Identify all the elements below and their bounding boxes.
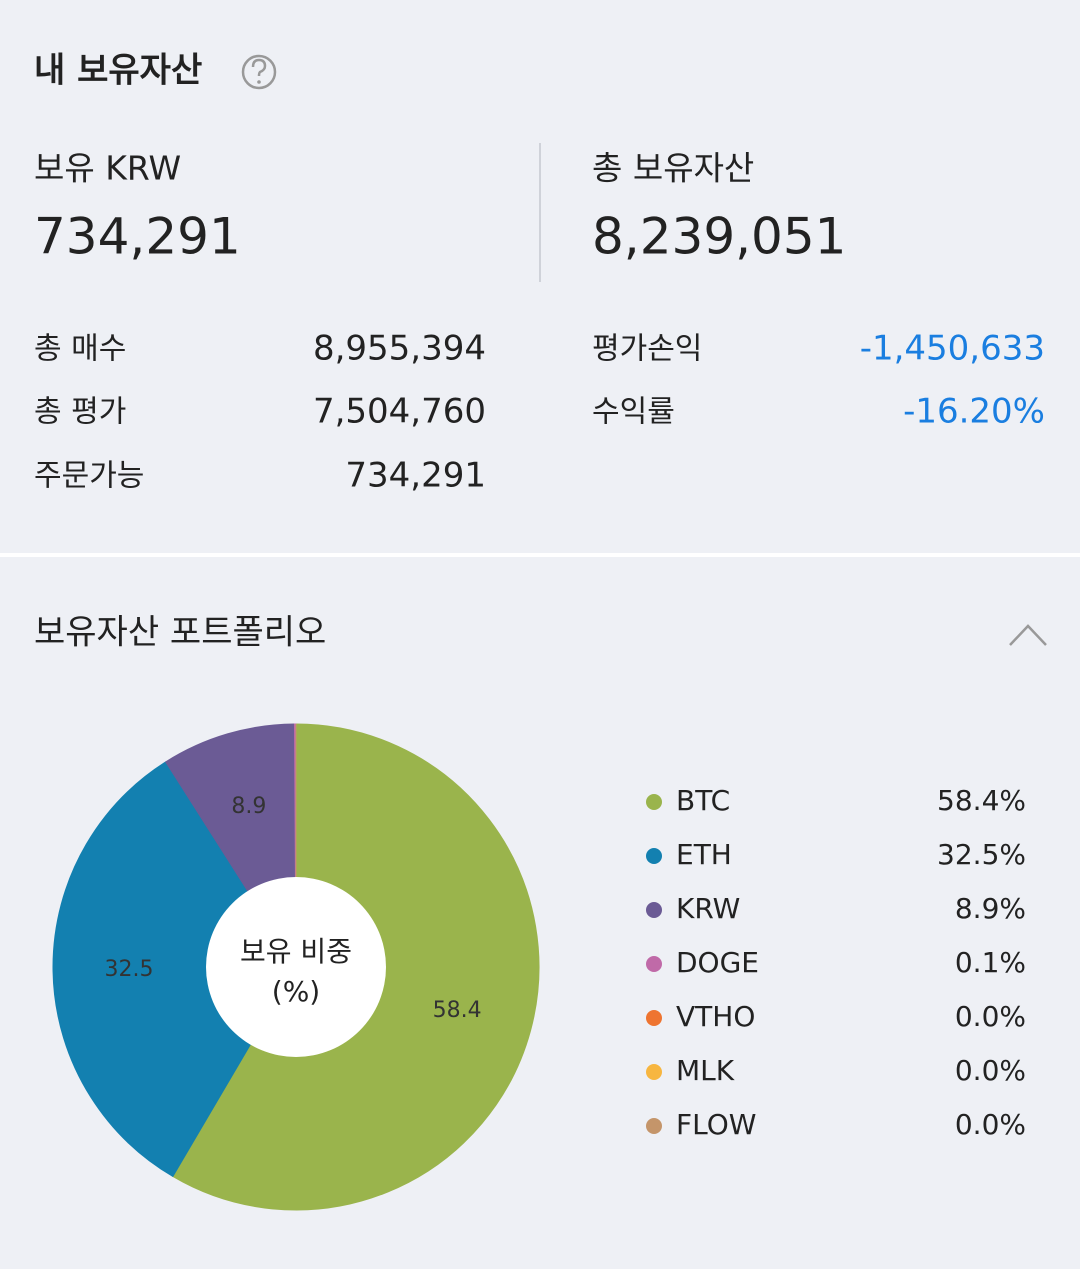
legend-name: VTHO (676, 1000, 755, 1033)
row-label: 수익률 (592, 395, 675, 430)
help-mark[interactable] (251, 58, 267, 77)
legend-value: 8.9% (955, 892, 1026, 925)
row-value: -16.20% (903, 392, 1045, 432)
legend-swatch (646, 902, 662, 918)
help-circle[interactable] (241, 54, 277, 90)
krw-value: 734,291 (34, 208, 241, 266)
slice-label: 8.9 (231, 794, 266, 819)
legend-swatch (646, 956, 662, 972)
center-label: 보유 비중 (240, 935, 352, 968)
legend-swatch (646, 1010, 662, 1026)
legend-name: DOGE (676, 946, 759, 979)
total-label: 총 보유자산 (592, 149, 754, 188)
legend-value: 0.0% (955, 1000, 1026, 1033)
legend-swatch (646, 848, 662, 864)
page-title: 내 보유자산 (34, 51, 202, 91)
legend-name: FLOW (676, 1108, 756, 1141)
slice-label: 32.5 (105, 957, 154, 982)
slice-label: 58.4 (433, 998, 482, 1023)
krw-label: 보유 KRW (34, 149, 181, 188)
legend-swatch (646, 1118, 662, 1134)
row-value: -1,450,633 (860, 329, 1045, 369)
legend-swatch (646, 794, 662, 810)
legend-value: 0.1% (955, 946, 1026, 979)
row-label: 총 매수 (34, 332, 126, 367)
legend-name: BTC (676, 784, 730, 817)
legend-swatch (646, 1064, 662, 1080)
legend-name: MLK (676, 1054, 735, 1087)
help-icon[interactable] (241, 54, 277, 90)
row-value: 734,291 (345, 456, 486, 496)
row-label: 총 평가 (34, 395, 126, 430)
help-dot[interactable] (257, 80, 261, 84)
legend-value: 0.0% (955, 1054, 1026, 1087)
legend-value: 32.5% (937, 838, 1026, 871)
total-value: 8,239,051 (592, 208, 846, 266)
section-separator (0, 553, 1080, 557)
center-label: (%) (272, 975, 320, 1008)
row-label: 주문가능 (34, 459, 144, 494)
portfolio-title: 보유자산 포트폴리오 (34, 613, 326, 653)
collapse-chevron[interactable] (1009, 624, 1047, 646)
legend-name: ETH (676, 838, 732, 871)
legend-value: 58.4% (937, 784, 1026, 817)
row-label: 평가손익 (592, 332, 702, 367)
legend-value: 0.0% (955, 1108, 1026, 1141)
row-value: 8,955,394 (313, 329, 486, 369)
donut-hole (206, 877, 386, 1057)
row-value: 7,504,760 (313, 392, 486, 432)
legend-name: KRW (676, 892, 740, 925)
